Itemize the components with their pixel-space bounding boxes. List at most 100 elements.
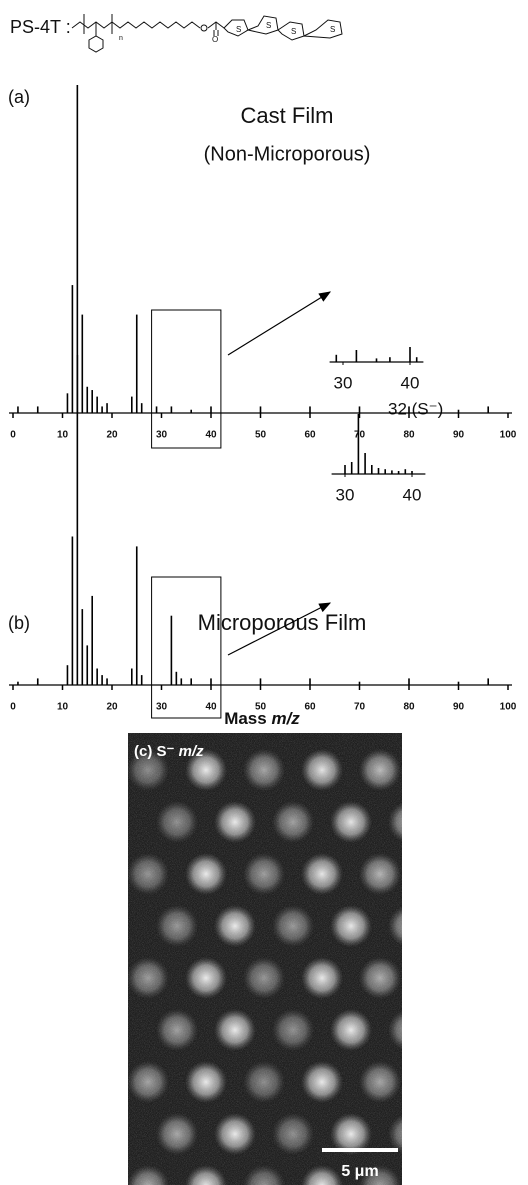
peak	[106, 403, 108, 413]
x-tick-label: 20	[106, 430, 118, 441]
chart-title: Cast Film	[241, 103, 334, 128]
peak	[17, 681, 19, 685]
inset-peak	[344, 465, 346, 474]
peak	[131, 668, 133, 685]
peak	[36, 406, 39, 413]
inset-tick-label: 40	[401, 373, 420, 392]
peak	[487, 406, 489, 413]
peak	[457, 409, 460, 413]
x-tick-label: 0	[10, 430, 16, 441]
inset-peak	[377, 468, 380, 474]
peak	[71, 285, 74, 413]
peak	[76, 355, 79, 685]
peak	[210, 678, 212, 685]
image-label-unit: m/z	[179, 743, 205, 760]
peak	[408, 678, 410, 685]
peak	[309, 406, 311, 413]
x-tick-label: 100	[500, 702, 517, 713]
inset-peak	[350, 462, 353, 474]
peak	[91, 595, 93, 685]
svg-text:O: O	[212, 35, 218, 44]
x-tick-label: 0	[10, 702, 16, 713]
peak	[86, 645, 89, 685]
inset-peak	[389, 357, 391, 362]
x-tick-label: 30	[156, 430, 168, 441]
inset-peak	[371, 465, 373, 474]
peak	[170, 615, 173, 685]
zoom-box	[151, 576, 222, 719]
peak	[101, 675, 103, 685]
peak	[140, 403, 143, 413]
peak	[170, 406, 173, 413]
peak	[135, 314, 138, 413]
chart-subtitle: (Non-Microporous)	[204, 143, 371, 165]
x-tick-label: 70	[354, 702, 366, 713]
peak	[106, 678, 108, 685]
peak	[487, 678, 489, 685]
svg-text:S: S	[330, 25, 335, 34]
peak	[175, 671, 178, 685]
inset-peak	[411, 471, 413, 474]
svg-text:S: S	[291, 27, 296, 36]
peak	[131, 396, 133, 413]
x-tick-label: 80	[403, 430, 415, 441]
inset-peak	[335, 354, 338, 362]
peak	[309, 678, 311, 685]
image-label: (c) S⁻ m/z	[134, 743, 204, 760]
peak	[155, 406, 158, 413]
panel-label: (a)	[8, 87, 30, 107]
chemical-structure: S S S S O n	[71, 14, 343, 53]
x-tick-label: 90	[453, 702, 465, 713]
x-tick-label: 40	[205, 430, 217, 441]
x-axis-label-text: Mass	[224, 709, 267, 728]
x-axis-label-unit: m/z	[271, 709, 300, 728]
x-tick-label: 10	[57, 702, 69, 713]
svg-text:S: S	[236, 25, 241, 34]
peak	[180, 678, 183, 685]
peak	[96, 668, 98, 685]
x-tick-label: 50	[255, 702, 267, 713]
x-tick-label: 90	[453, 430, 465, 441]
x-tick-label: 20	[106, 702, 118, 713]
inset-peak	[391, 470, 393, 474]
peak	[101, 406, 103, 413]
x-tick-label: 80	[403, 702, 415, 713]
peak	[36, 678, 39, 685]
peak	[66, 393, 69, 413]
svg-text:S: S	[266, 21, 271, 30]
inset-peak	[384, 469, 386, 474]
zoom-arrow	[227, 602, 332, 656]
inset-peak	[355, 350, 358, 362]
inset-peak	[409, 347, 411, 362]
peak	[190, 678, 192, 685]
x-tick-label: 50	[255, 430, 267, 441]
peak	[140, 675, 143, 685]
zoom-box	[151, 309, 222, 449]
peak	[86, 386, 89, 413]
peak	[66, 665, 69, 685]
speckle	[128, 733, 402, 1185]
x-tick-label: 70	[354, 430, 366, 441]
inset-peak	[375, 358, 378, 362]
peak	[71, 536, 74, 685]
inset-peak	[364, 453, 366, 474]
peak	[190, 409, 192, 413]
peak	[210, 406, 212, 413]
x-tick-label: 60	[304, 430, 316, 441]
peak	[457, 681, 460, 685]
inset-peak	[404, 469, 407, 474]
inset-peak	[415, 357, 418, 362]
peak	[81, 314, 84, 413]
x-tick-label: 100	[500, 430, 517, 441]
image-label-text: (c) S⁻	[134, 743, 175, 760]
chart-title: Microporous Film	[198, 610, 367, 635]
inset-tick-label: 30	[334, 373, 353, 392]
peak	[135, 546, 138, 685]
peak	[76, 85, 79, 413]
svg-text:n: n	[119, 35, 123, 42]
peak	[259, 678, 262, 685]
x-axis-label: Mass m/z	[224, 709, 300, 728]
peak	[17, 406, 19, 413]
peak-annotation: 32 (S⁻)	[388, 399, 443, 418]
